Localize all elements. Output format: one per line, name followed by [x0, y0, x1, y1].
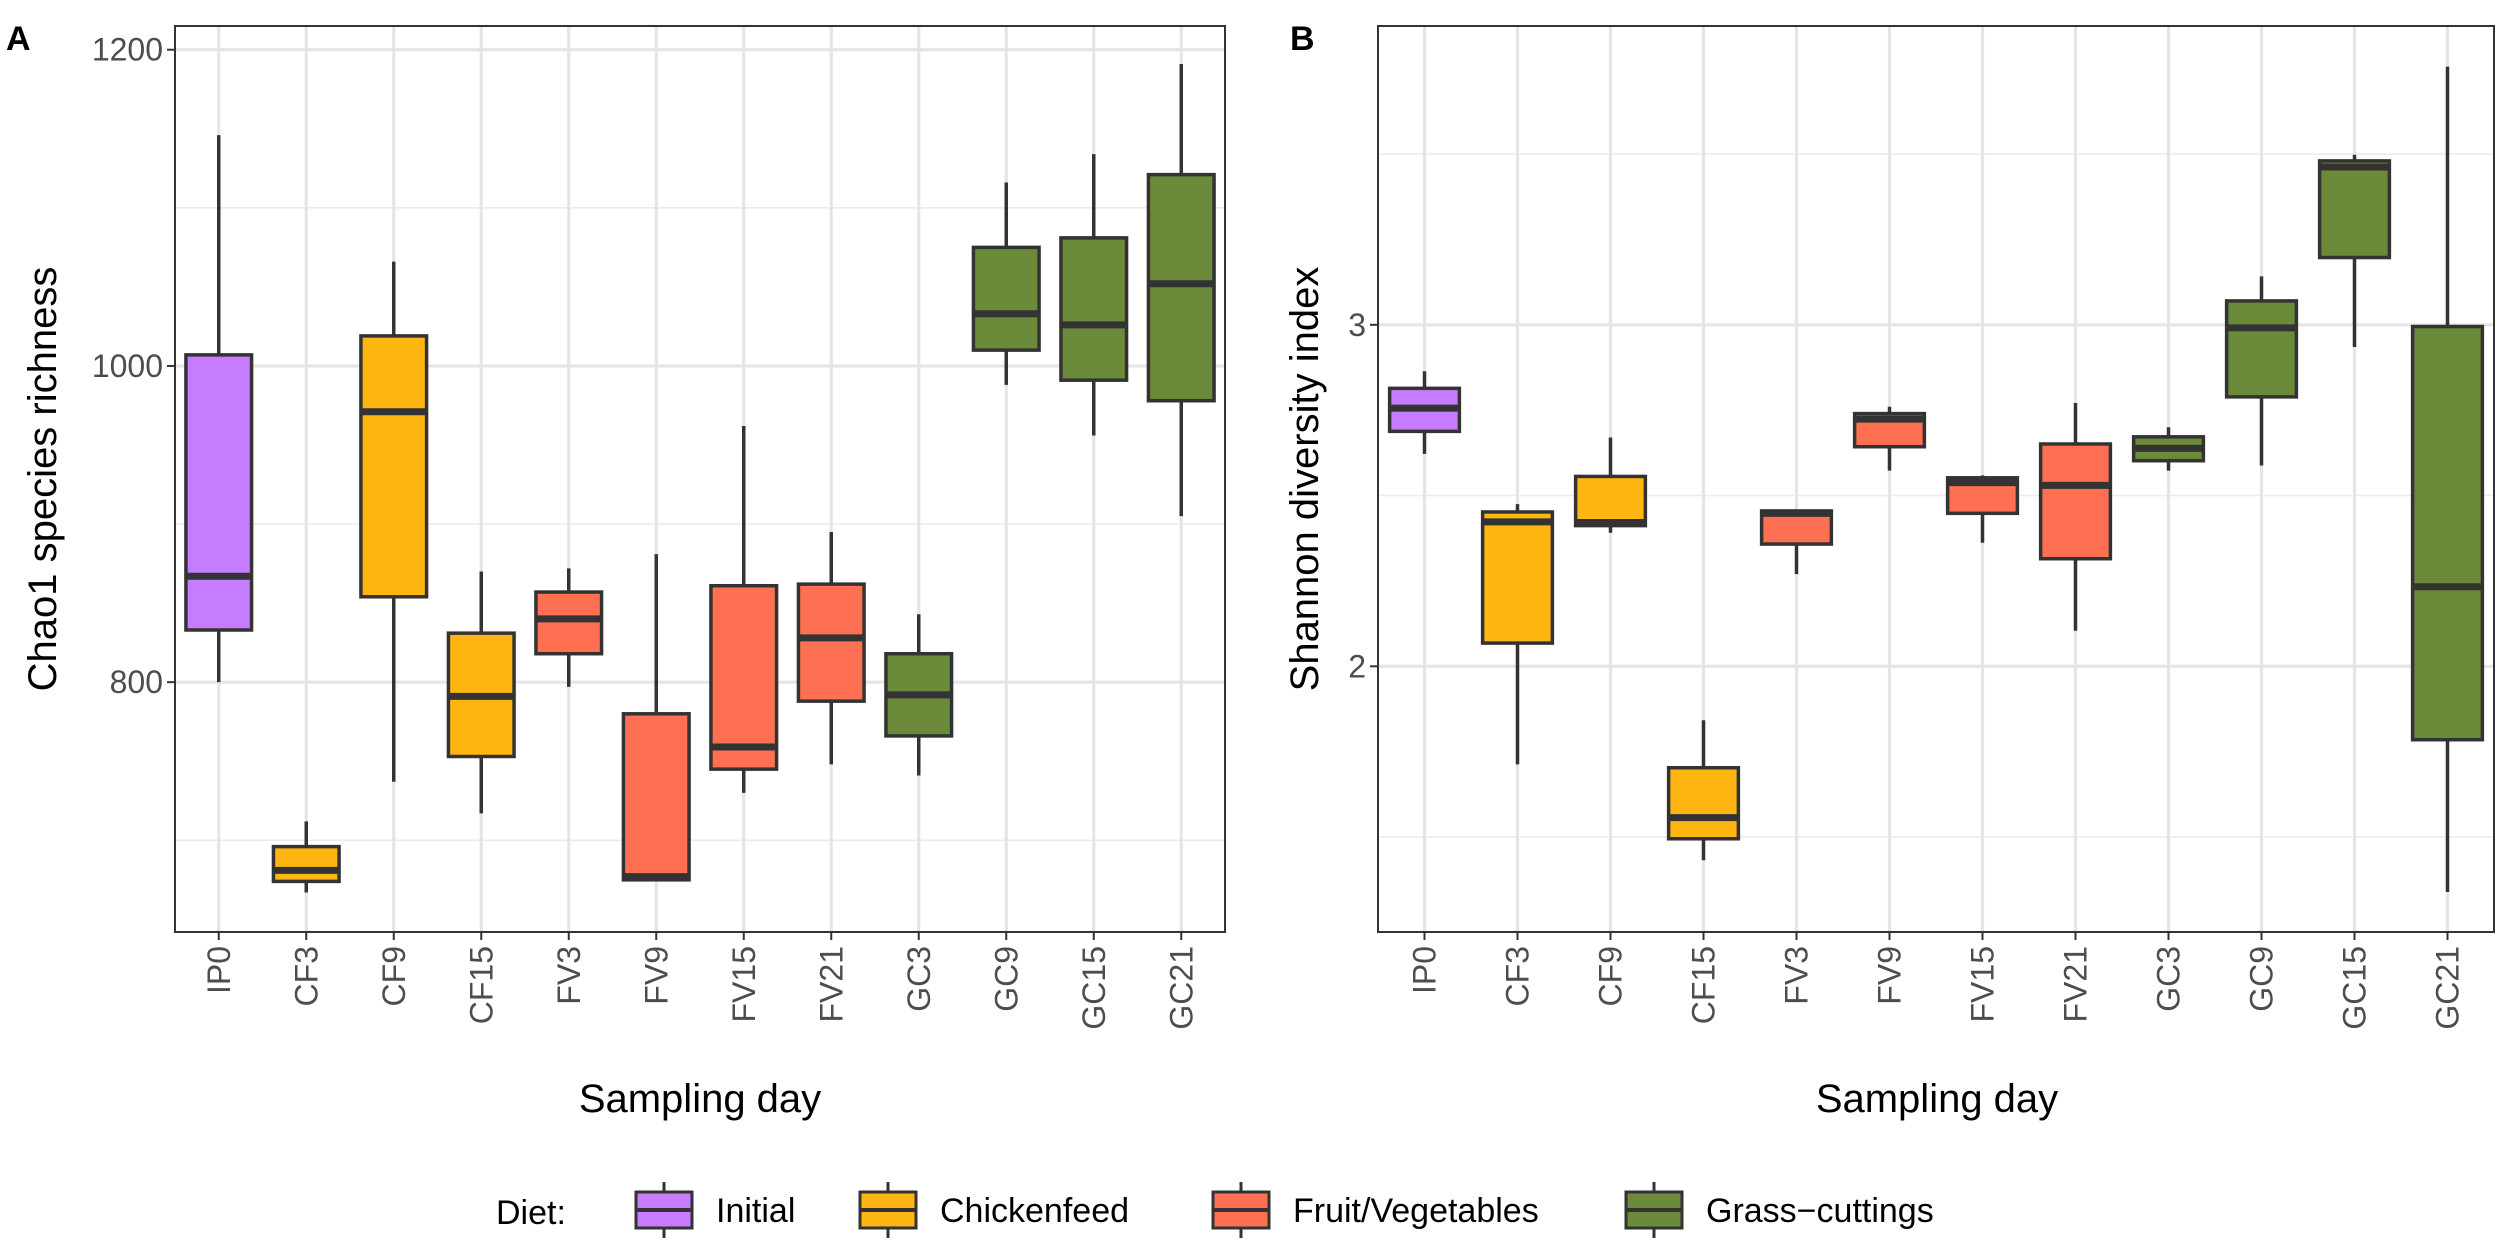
legend-item-2: Fruit/Vegetables [1211, 1182, 1539, 1238]
x-tick-label: IP0 [1407, 946, 1443, 994]
box-iqr [2038, 442, 2113, 561]
x-tick-label: FV3 [551, 946, 587, 1005]
box-iqr [709, 583, 779, 771]
x-axis-title-a: Sampling day [579, 1077, 821, 1121]
x-tick-label: CF3 [1500, 946, 1536, 1006]
box-FV21 [796, 531, 866, 765]
panel-border-a [174, 25, 1226, 933]
x-tick-label: FV3 [1779, 946, 1815, 1005]
legend-item-1: Chickenfeed [858, 1182, 1129, 1238]
x-tick-label: CF15 [463, 946, 499, 1024]
x-tick-label: CF9 [376, 946, 412, 1006]
box-CF15 [1666, 720, 1741, 861]
box-iqr [2317, 159, 2392, 260]
box-CF15 [446, 571, 516, 814]
x-tick-label: FV21 [813, 946, 849, 1022]
box-CF9 [359, 261, 429, 782]
box-iqr [184, 353, 254, 632]
y-tick-label: 3 [1348, 307, 1366, 343]
x-tick-label: GC9 [988, 946, 1024, 1012]
box-CF3 [271, 821, 341, 893]
x-tick-label: GC3 [2151, 946, 2187, 1012]
box-iqr [359, 334, 429, 599]
y-axis-title-a: Chao1 species richness [21, 267, 65, 692]
box-IP0 [184, 135, 254, 683]
x-tick-label: GC9 [2244, 946, 2280, 1012]
box-iqr [796, 582, 866, 703]
box-FV15 [1945, 475, 2020, 543]
panel-b-shannon: B Shannon diversity index Sampling day 2… [1283, 20, 2495, 1121]
x-tick-label: GC15 [2337, 946, 2373, 1030]
x-tick-label: IP0 [201, 946, 237, 994]
box-GC9 [971, 182, 1041, 385]
box-iqr [534, 590, 604, 656]
box-GC9 [2224, 276, 2299, 466]
box-GC15 [1059, 154, 1129, 436]
legend-label: Grass−cuttings [1706, 1192, 1934, 1230]
x-tick-label: GC21 [2430, 946, 2466, 1030]
box-iqr [1573, 474, 1648, 528]
box-FV3 [534, 568, 604, 687]
box-FV9 [621, 554, 691, 882]
legend-title: Diet: [496, 1194, 566, 1232]
y-tick-label: 800 [110, 664, 163, 700]
box-GC21 [1146, 63, 1216, 517]
box-CF9 [1573, 437, 1648, 533]
box-iqr [1059, 236, 1129, 382]
x-tick-label: FV9 [638, 946, 674, 1005]
box-iqr [1146, 172, 1216, 403]
x-tick-label: GC15 [1076, 946, 1112, 1030]
box-FV15 [709, 426, 779, 793]
panel-label-a: A [6, 20, 31, 58]
box-iqr [971, 245, 1041, 352]
box-GC15 [2317, 154, 2392, 348]
box-GC3 [884, 614, 954, 776]
y-tick-label: 2 [1348, 648, 1366, 684]
box-iqr [1480, 510, 1555, 645]
x-tick-label: FV21 [2058, 946, 2094, 1022]
legend-item-0: Initial [634, 1182, 795, 1238]
x-tick-label: FV15 [726, 946, 762, 1022]
x-tick-label: FV15 [1965, 946, 2001, 1022]
box-IP0 [1387, 371, 1462, 454]
box-FV3 [1759, 509, 1834, 575]
box-iqr [2410, 324, 2485, 742]
y-tick-label: 1200 [92, 32, 163, 68]
x-tick-label: CF3 [288, 946, 324, 1006]
legend-label: Initial [716, 1192, 795, 1230]
box-FV9 [1852, 406, 1927, 471]
box-iqr [1666, 765, 1741, 841]
box-CF3 [1480, 504, 1555, 765]
box-GC21 [2410, 66, 2485, 893]
box-FV21 [2038, 403, 2113, 631]
panel-label-b: B [1290, 20, 1315, 58]
legend-item-3: Grass−cuttings [1624, 1182, 1934, 1238]
legend: Diet: Initial Chickenfeed Fruit/Vegetables… [496, 1182, 1934, 1238]
legend-label: Fruit/Vegetables [1293, 1192, 1539, 1230]
panel-a-chao1: A Chao1 species richness Sampling day 80… [6, 20, 1226, 1121]
x-tick-label: CF15 [1686, 946, 1722, 1024]
box-iqr [271, 844, 341, 884]
box-iqr [2224, 299, 2299, 399]
box-GC3 [2131, 427, 2206, 471]
x-tick-label: FV9 [1872, 946, 1908, 1005]
box-iqr [621, 712, 691, 882]
x-tick-label: GC21 [1163, 946, 1199, 1030]
panel-border-b [1377, 25, 2495, 933]
x-tick-label: GC3 [901, 946, 937, 1012]
y-axis-title-b: Shannon diversity index [1283, 267, 1327, 692]
legend-label: Chickenfeed [940, 1192, 1129, 1230]
x-axis-title-b: Sampling day [1816, 1077, 2058, 1121]
y-tick-label: 1000 [92, 348, 163, 384]
x-tick-label: CF9 [1593, 946, 1629, 1006]
